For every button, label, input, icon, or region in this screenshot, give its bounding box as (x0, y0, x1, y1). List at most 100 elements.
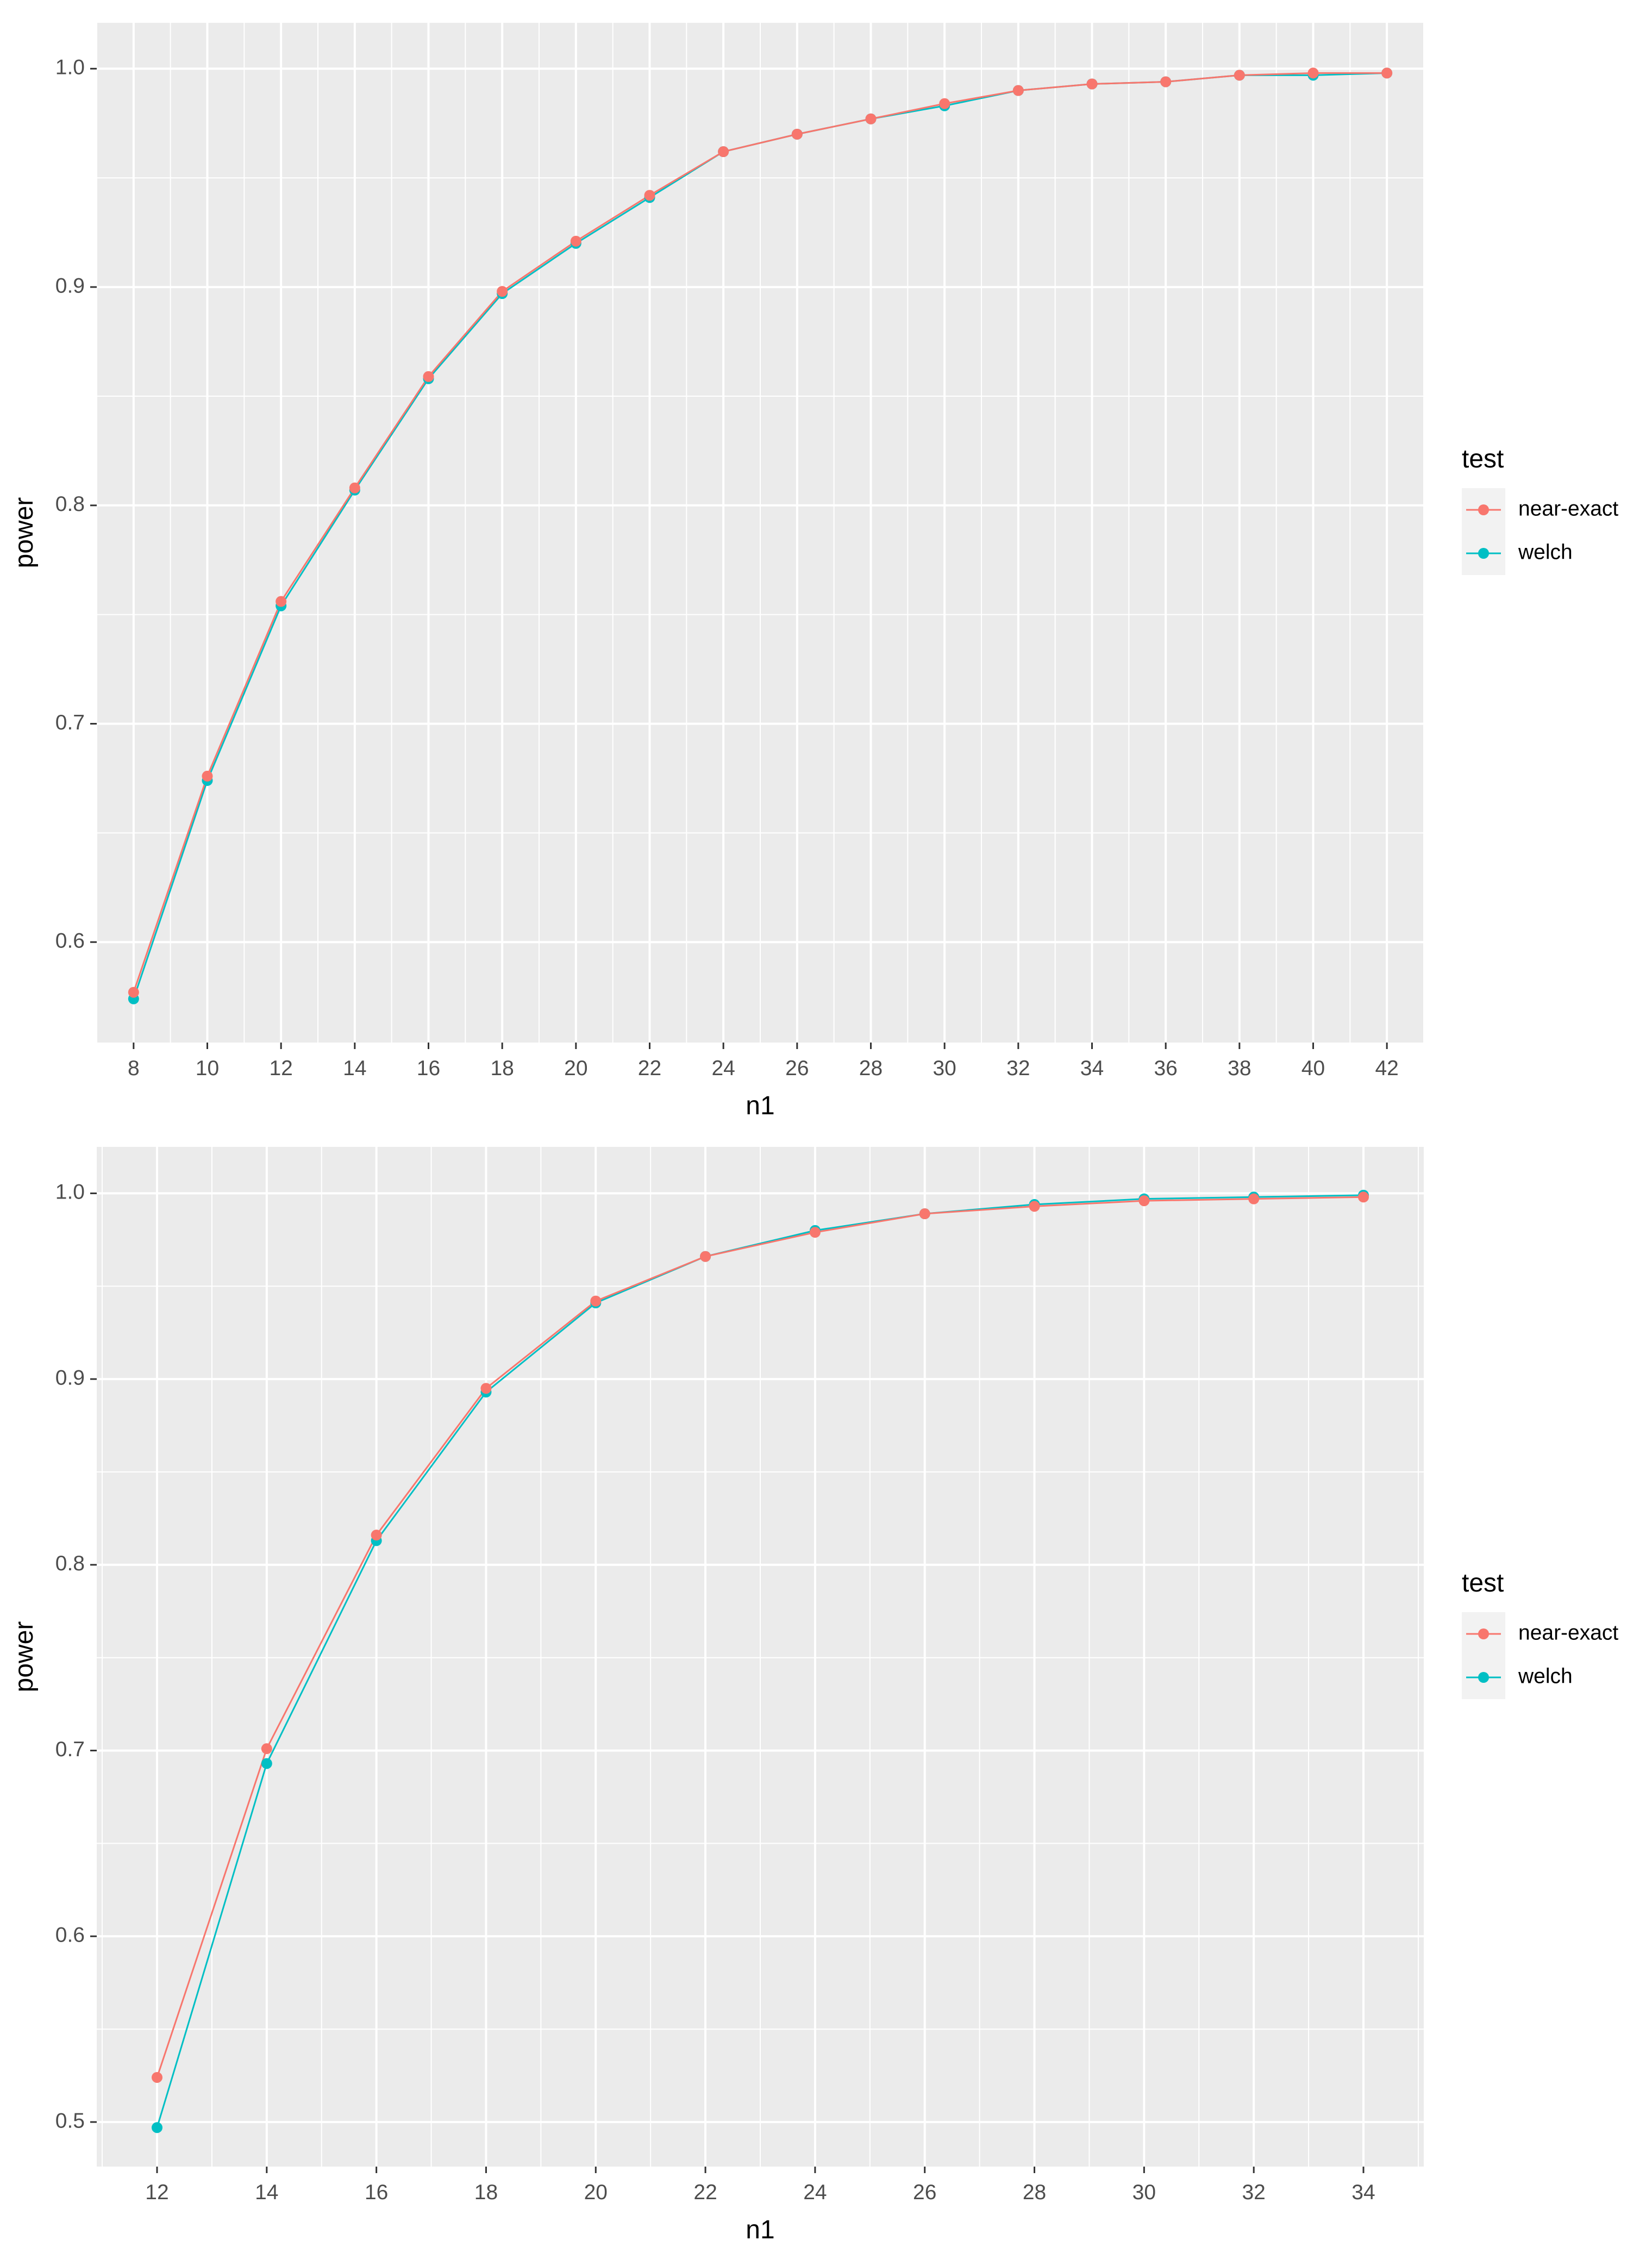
x-axis-title: n1 (746, 2216, 774, 2244)
x-tick-label: 32 (1006, 1057, 1030, 1080)
x-tick-label: 20 (584, 2181, 608, 2204)
x-tick-label: 10 (196, 1057, 219, 1080)
data-point (939, 98, 950, 109)
x-axis: 12 14 16 18 20 22 24 26 28 30 32 34 (145, 2167, 1375, 2204)
data-point (261, 1758, 272, 1769)
y-axis-title: power (10, 1621, 39, 1693)
data-point (497, 286, 508, 297)
data-point (371, 1530, 382, 1541)
x-tick-label: 24 (711, 1057, 735, 1080)
y-tick-label: 0.9 (55, 1366, 85, 1389)
data-point (809, 1227, 821, 1238)
x-tick-label: 8 (128, 1057, 140, 1080)
data-point (202, 770, 213, 782)
data-point (1248, 1193, 1260, 1205)
legend-label-near-exact: near-exact (1518, 497, 1618, 520)
legend-key-point (1478, 548, 1489, 559)
y-tick-label: 1.0 (55, 1181, 85, 1204)
data-point (1307, 67, 1319, 79)
data-point (1358, 1191, 1369, 1203)
y-axis: 0.5 0.6 0.7 0.8 0.9 1.0 (55, 1181, 97, 2132)
data-point (1086, 78, 1098, 90)
chart-panel-1: 0.6 0.7 0.8 0.9 1.0 8 10 12 14 16 18 20 22 24 26 28 30 32… (10, 23, 1618, 1120)
data-point (791, 128, 803, 140)
data-point (128, 987, 139, 998)
x-tick-label: 26 (785, 1057, 809, 1080)
data-point (152, 2071, 162, 2083)
x-tick-label: 12 (269, 1057, 292, 1080)
legend-key-point (1478, 1628, 1489, 1639)
legend-label-welch: welch (1518, 540, 1573, 564)
chart-panel-2: 0.5 0.6 0.7 0.8 0.9 1.0 12 14 16 18 20 22 24 26 28 30 32… (10, 1147, 1618, 2244)
series-near-exact (156, 1196, 1364, 2078)
legend: test near-exact welch (1462, 1569, 1618, 1699)
data-point (1138, 1195, 1150, 1207)
y-axis: 0.6 0.7 0.8 0.9 1.0 (55, 56, 97, 953)
x-tick-label: 22 (638, 1057, 661, 1080)
x-axis-title: n1 (746, 1091, 774, 1120)
x-tick-label: 26 (913, 2181, 936, 2204)
x-tick-label: 24 (803, 2181, 827, 2204)
data-point (1160, 76, 1172, 88)
legend-key-point (1478, 1672, 1489, 1683)
x-tick-label: 16 (365, 2181, 388, 2204)
y-tick-label: 0.6 (55, 1924, 85, 1947)
data-point (1029, 1201, 1040, 1212)
data-point (423, 371, 434, 382)
y-tick-label: 0.7 (55, 711, 85, 734)
x-tick-label: 16 (417, 1057, 440, 1080)
major-gridlines (97, 1147, 1424, 2167)
series-line (133, 72, 1387, 993)
x-tick-label: 32 (1242, 2181, 1265, 2204)
x-tick-label: 20 (564, 1057, 587, 1080)
legend-title: test (1462, 1569, 1504, 1597)
x-tick-label: 22 (693, 2181, 717, 2204)
data-point (349, 482, 360, 494)
x-tick-label: 14 (343, 1057, 366, 1080)
legend-key-point (1478, 504, 1489, 515)
legend-label-near-exact: near-exact (1518, 1621, 1618, 1644)
data-point (276, 596, 287, 607)
data-point (718, 146, 729, 158)
series-line (156, 1194, 1364, 2128)
data-point (865, 113, 877, 124)
data-point (480, 1383, 492, 1394)
data-point (1381, 67, 1393, 79)
data-point (1012, 85, 1024, 96)
y-tick-label: 0.5 (55, 2109, 85, 2132)
data-point (261, 1743, 272, 1755)
minor-gridlines (97, 1147, 1424, 2167)
x-tick-label: 14 (255, 2181, 278, 2204)
x-tick-label: 12 (145, 2181, 168, 2204)
minor-gridlines (96, 23, 1424, 1043)
x-tick-label: 28 (859, 1057, 883, 1080)
data-point (1234, 70, 1245, 81)
points-near-exact (152, 1191, 1369, 2083)
points-near-exact (128, 67, 1393, 998)
x-tick-label: 34 (1080, 1057, 1104, 1080)
data-point (590, 1295, 602, 1307)
data-point (700, 1251, 711, 1262)
data-point (644, 190, 655, 201)
data-point (152, 2122, 162, 2133)
y-tick-label: 0.6 (55, 929, 85, 953)
y-tick-label: 0.8 (55, 492, 85, 516)
series-welch (156, 1194, 1364, 2128)
x-tick-label: 18 (474, 2181, 498, 2204)
x-tick-label: 34 (1351, 2181, 1375, 2204)
y-axis-title: power (10, 497, 39, 569)
major-gridlines (97, 23, 1424, 1043)
y-tick-label: 1.0 (55, 56, 85, 79)
x-tick-label: 40 (1301, 1057, 1325, 1080)
x-tick-label: 36 (1154, 1057, 1177, 1080)
x-tick-label: 38 (1228, 1057, 1251, 1080)
legend-label-welch: welch (1518, 1664, 1573, 1688)
y-tick-label: 0.7 (55, 1738, 85, 1761)
x-tick-label: 18 (490, 1057, 514, 1080)
series-line (156, 1196, 1364, 2078)
x-tick-label: 30 (1132, 2181, 1156, 2204)
data-point (570, 235, 581, 247)
legend-title: test (1462, 445, 1504, 473)
series-near-exact (133, 72, 1387, 993)
